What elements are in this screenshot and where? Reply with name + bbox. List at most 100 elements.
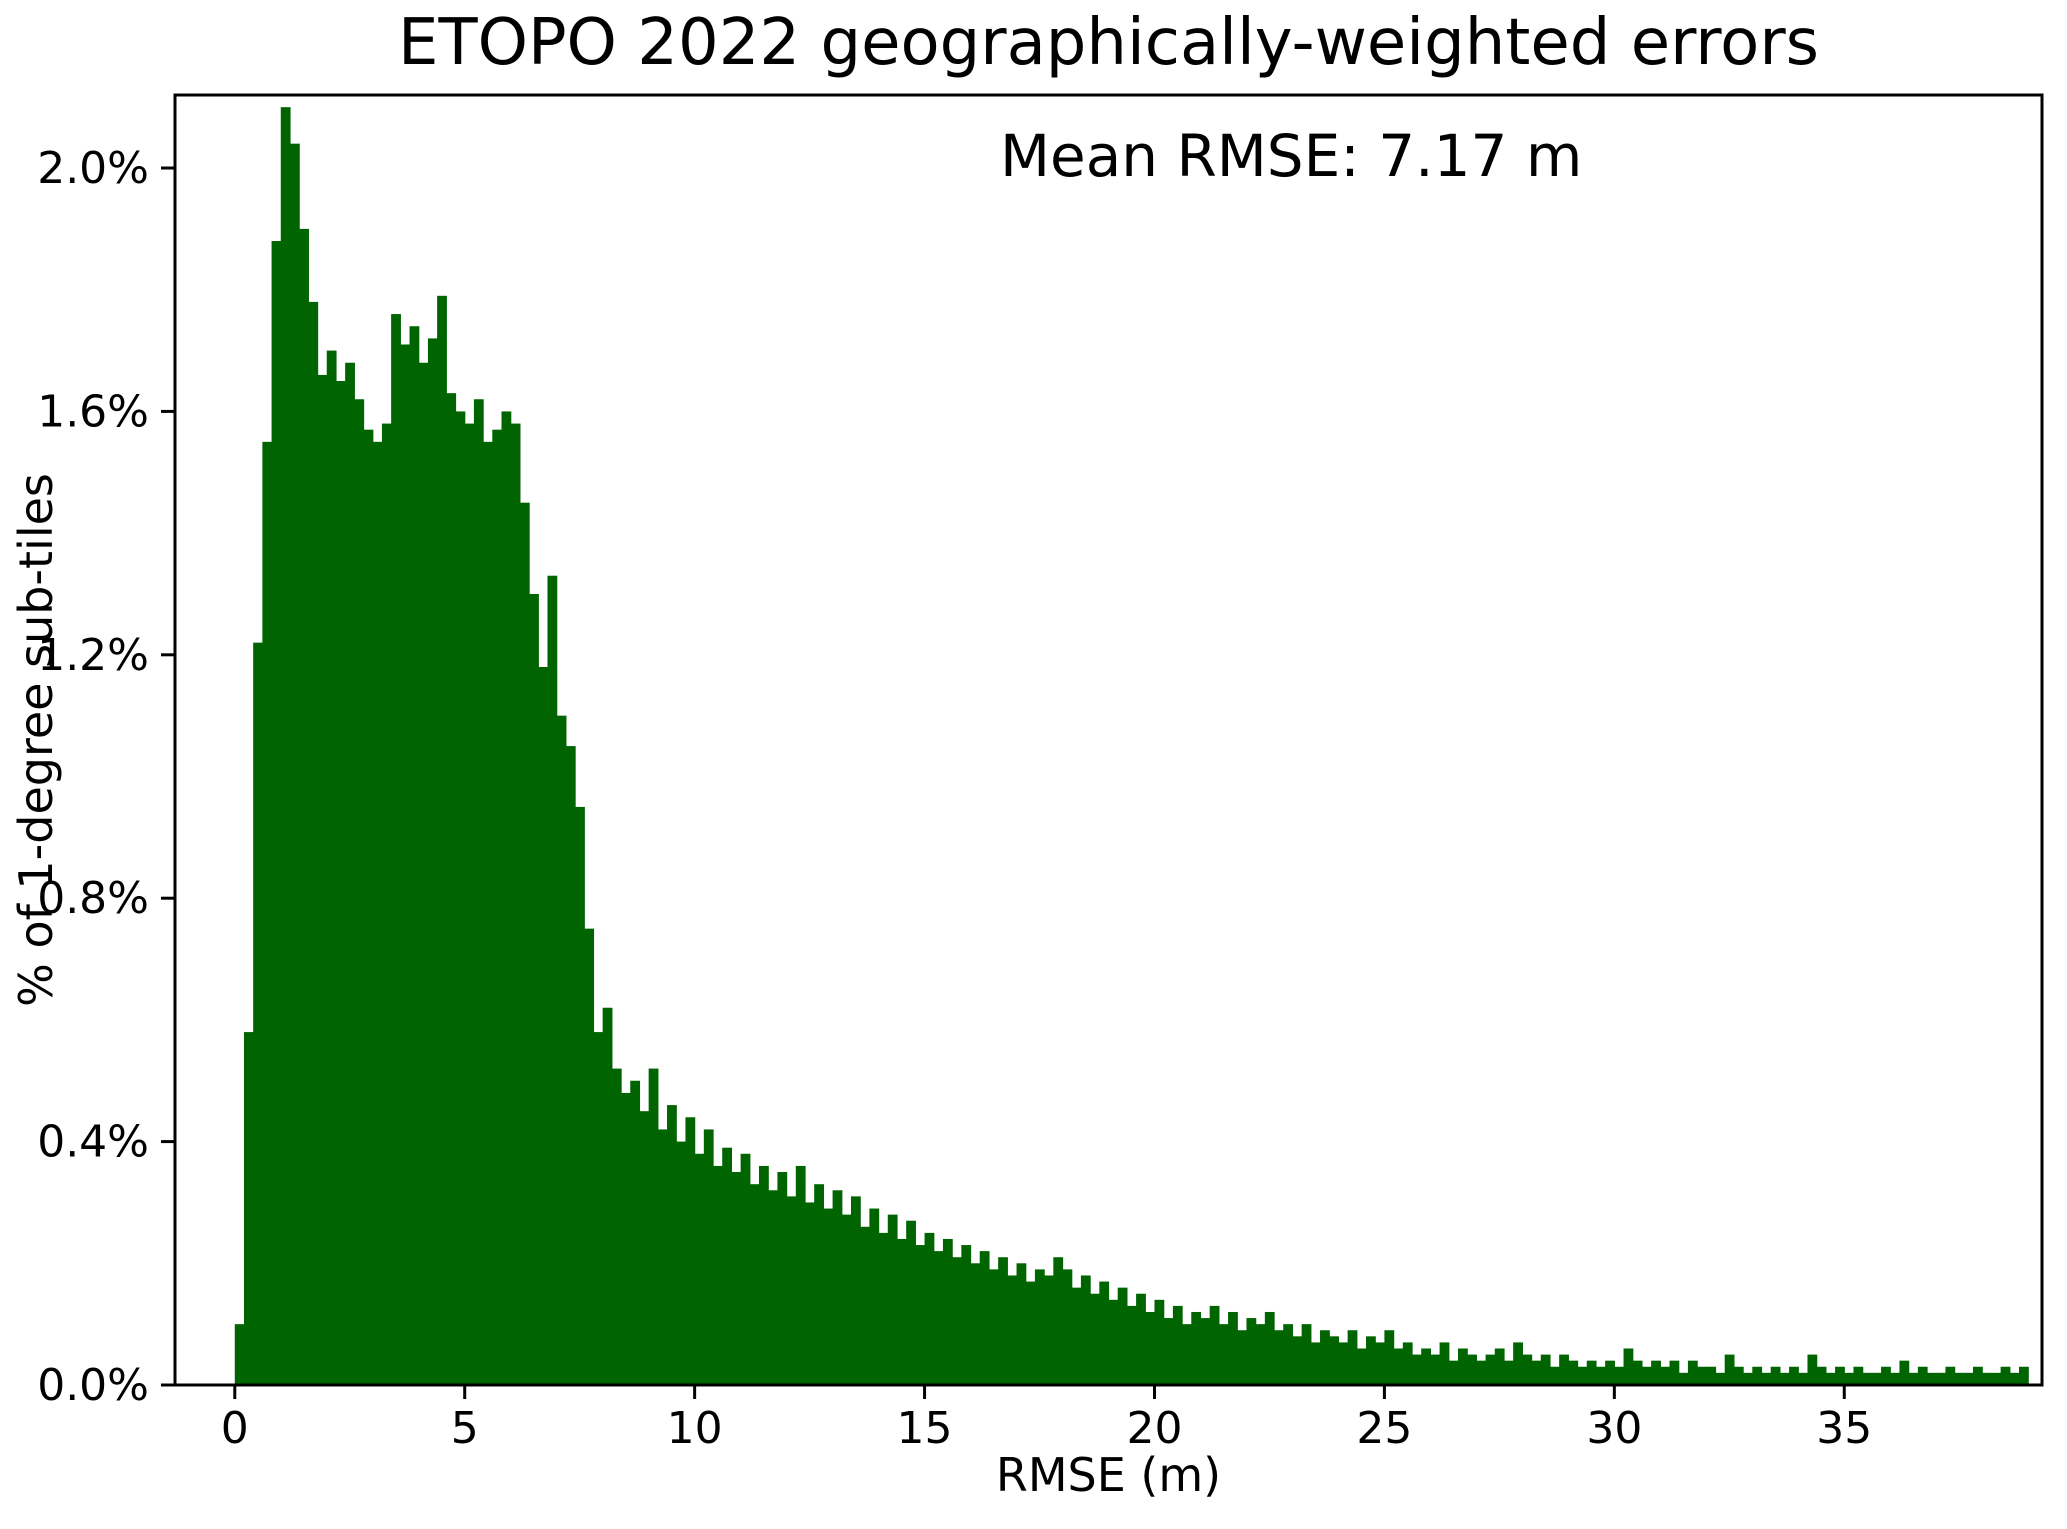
- y-tick-label: 0.0%: [37, 1360, 149, 1411]
- histogram-bar: [492, 429, 503, 1385]
- histogram-bar: [1770, 1366, 1781, 1385]
- histogram-bar: [602, 1007, 613, 1385]
- histogram-bar: [1246, 1318, 1257, 1385]
- histogram-bar: [878, 1232, 889, 1385]
- histogram-bar: [759, 1165, 769, 1385]
- histogram-bar: [1126, 1305, 1137, 1385]
- histogram-bar: [887, 1214, 898, 1385]
- histogram-bar: [1687, 1360, 1698, 1385]
- histogram-bar: [1448, 1360, 1459, 1385]
- histogram-bar: [2000, 1366, 2011, 1385]
- histogram-bar: [1366, 1336, 1376, 1385]
- histogram-bar: [1044, 1275, 1054, 1385]
- histogram-bar: [694, 1153, 705, 1385]
- chart-title: ETOPO 2022 geographically-weighted error…: [398, 6, 1819, 80]
- histogram-bar: [1954, 1372, 1965, 1385]
- histogram-bar: [593, 1032, 604, 1385]
- histogram-bar: [1356, 1348, 1367, 1385]
- histogram-bar: [648, 1068, 659, 1385]
- histogram-bar: [556, 715, 567, 1385]
- histogram-bar: [1945, 1366, 1956, 1385]
- histogram-bar: [1292, 1336, 1303, 1385]
- histogram-bar: [657, 1129, 668, 1385]
- histogram-bar: [915, 1245, 926, 1385]
- histogram-bar: [1733, 1366, 1744, 1385]
- histogram-bar: [253, 642, 263, 1385]
- histogram-bar: [1789, 1366, 1799, 1385]
- histogram-bar: [611, 1068, 622, 1385]
- histogram-bar: [1218, 1324, 1229, 1385]
- histogram-bar: [1485, 1354, 1496, 1385]
- histogram-bar: [1034, 1269, 1045, 1385]
- histogram-bar: [547, 575, 558, 1385]
- histogram-bar: [906, 1220, 916, 1385]
- histogram-bar: [961, 1245, 972, 1385]
- histogram-bar: [1090, 1293, 1100, 1385]
- histogram-bar: [1669, 1360, 1680, 1385]
- histogram-bar: [529, 593, 539, 1385]
- histogram-bar: [1007, 1275, 1018, 1385]
- histogram-bar: [621, 1092, 631, 1385]
- histogram-bar: [896, 1238, 907, 1385]
- histogram-bar: [1513, 1342, 1523, 1385]
- histogram-bar: [703, 1129, 714, 1385]
- x-tick-label: 35: [1816, 1403, 1872, 1454]
- histogram-bar: [841, 1214, 852, 1385]
- histogram-bar: [455, 411, 466, 1385]
- y-tick-label: 1.2%: [37, 630, 149, 681]
- histogram-bar: [538, 666, 549, 1385]
- histogram-bar: [2009, 1372, 2020, 1385]
- histogram-bar: [418, 362, 429, 1385]
- histogram-bar: [1991, 1372, 2002, 1385]
- histogram-bar: [1568, 1360, 1579, 1385]
- histogram-bar: [676, 1141, 687, 1385]
- histogram-bar: [1549, 1366, 1560, 1385]
- x-tick-label: 25: [1356, 1403, 1412, 1454]
- histogram-bar: [1862, 1372, 1873, 1385]
- histogram-bar: [722, 1147, 733, 1385]
- histogram-bar: [381, 423, 392, 1386]
- histogram-bar: [832, 1190, 843, 1385]
- histogram-bar: [1540, 1354, 1551, 1385]
- histogram-bar: [1798, 1372, 1809, 1385]
- histogram-bar: [1752, 1366, 1763, 1385]
- histogram-bar: [1145, 1311, 1156, 1385]
- histogram-bar: [363, 429, 374, 1385]
- histogram-bar: [1274, 1330, 1284, 1385]
- histogram-bar: [1016, 1263, 1027, 1385]
- histogram-bar: [860, 1226, 870, 1385]
- histogram-bar: [1697, 1366, 1707, 1385]
- histogram-bar: [1402, 1342, 1413, 1385]
- histogram-bar: [575, 806, 585, 1385]
- histogram-bar: [1715, 1372, 1726, 1385]
- y-tick-label: 2.0%: [37, 143, 149, 194]
- histogram-bar: [262, 441, 273, 1386]
- histogram-bar: [565, 746, 576, 1385]
- histogram-bar: [1347, 1330, 1358, 1385]
- histogram-bar: [299, 228, 309, 1385]
- histogram-bar: [1605, 1360, 1615, 1385]
- histogram-bar: [345, 362, 355, 1385]
- histogram-bar: [1651, 1360, 1661, 1385]
- histogram-bar: [2019, 1366, 2029, 1385]
- histogram-bar: [1200, 1318, 1211, 1385]
- histogram-bar: [519, 502, 530, 1385]
- histogram-bar: [713, 1165, 723, 1385]
- histogram-bar: [1320, 1330, 1330, 1385]
- histogram-bar: [1053, 1257, 1064, 1385]
- histogram-bar: [372, 441, 383, 1386]
- histogram-bar: [1503, 1360, 1514, 1385]
- x-tick-label: 10: [667, 1403, 723, 1454]
- histogram-bar: [1117, 1287, 1128, 1385]
- histogram-bar: [850, 1196, 861, 1385]
- histogram-bar: [271, 241, 282, 1385]
- histogram-bar: [1191, 1311, 1202, 1385]
- histogram-bar: [308, 301, 319, 1385]
- histogram-bar: [1264, 1311, 1275, 1385]
- histogram-bar: [1071, 1287, 1082, 1385]
- histogram-bar: [280, 107, 291, 1385]
- histogram-bar: [1154, 1299, 1165, 1385]
- histogram-bar: [1899, 1360, 1910, 1385]
- mean-rmse-annotation: Mean RMSE: 7.17 m: [1000, 122, 1583, 190]
